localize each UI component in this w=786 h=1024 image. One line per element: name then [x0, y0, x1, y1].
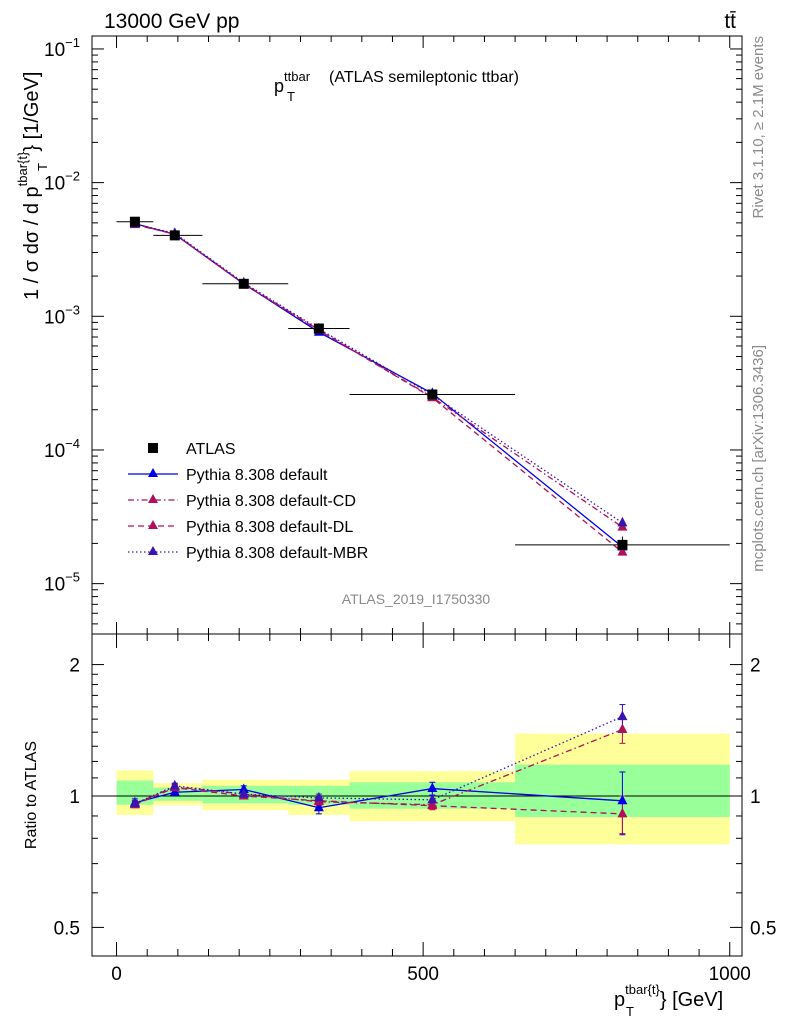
main-ytick-label: 10−5: [44, 570, 80, 596]
ratio-series-marker-2: [427, 799, 438, 810]
ratio-ytick-label-right: 2: [750, 656, 761, 677]
ratio-plot: 0.5 0.5 1 1 2 2 0 500 1000 Ratio to ATLAS ptbar…: [23, 633, 776, 1019]
data-point: [129, 216, 140, 227]
data-point: [169, 230, 180, 241]
ratio-xtick-label: 500: [407, 964, 439, 985]
ratio-series-marker-0: [427, 782, 438, 793]
ratio-ytick-label-left: 0.5: [54, 918, 80, 939]
ratio-xtick-label: 0: [111, 964, 122, 985]
process-label: tt̄: [724, 10, 736, 33]
legend-entry-default-mbr: Pythia 8.308 default-MBR: [128, 545, 368, 562]
ratio-frame: [91, 633, 743, 957]
mcplots-label: mcplots.cern.ch [arXiv:1306.3436]: [750, 345, 767, 572]
analysis-watermark: ATLAS_2019_I1750330: [342, 591, 491, 607]
ratio-series-marker-1: [617, 723, 628, 734]
ratio-series-line-2: [134, 786, 623, 815]
legend-entry-default-dl: Pythia 8.308 default-DL: [128, 519, 353, 536]
ratio-series-marker-3: [427, 793, 438, 804]
svg-text:T: T: [626, 1004, 634, 1019]
main-title: pttbar: [274, 69, 311, 96]
data-point: [238, 278, 249, 289]
data-point: [617, 539, 628, 550]
ratio-series-marker-3: [169, 779, 180, 790]
legend: ATLAS Pythia 8.308 default Pythia 8.308 …: [128, 441, 368, 562]
svg-text:Pythia 8.308 default-MBR: Pythia 8.308 default-MBR: [186, 545, 368, 562]
data-point: [313, 323, 324, 334]
ratio-series-marker-2: [617, 807, 628, 818]
main-ytick-label: 10−1: [44, 35, 80, 61]
main-ytick-label: 10−3: [44, 302, 80, 328]
ratio-series-marker-3: [617, 710, 628, 721]
main-series-marker-3: [617, 516, 628, 527]
rivet-label: Rivet 3.1.10, ≥ 2.1M events: [750, 36, 767, 219]
svg-text:T: T: [35, 163, 50, 171]
ratio-ytick-label-left: 1: [69, 787, 80, 808]
ratio-series-marker-0: [617, 794, 628, 805]
xlabel: ptbar{t}} [GeV] T: [614, 982, 723, 1019]
ratio-ytick-label-right: 1: [750, 787, 761, 808]
main-series-marker-2: [617, 546, 628, 556]
ratio-ytick-label-left: 2: [69, 656, 80, 677]
ratio-series-marker-3: [238, 788, 249, 798]
legend-entry-default-cd: Pythia 8.308 default-CD: [128, 493, 356, 510]
legend-entry-atlas: ATLAS: [148, 441, 236, 458]
data-point: [427, 389, 438, 400]
main-ytick-label: 10−2: [44, 169, 80, 195]
svg-text:ptbar{t}} [GeV]: ptbar{t}} [GeV]: [614, 982, 723, 1011]
main-ytick-label: 10−4: [44, 436, 80, 462]
svg-text:Pythia 8.308 default-DL: Pythia 8.308 default-DL: [186, 519, 353, 536]
ratio-ytick-label-right: 0.5: [750, 918, 776, 939]
svg-text:ATLAS: ATLAS: [186, 441, 236, 458]
main-ylabel: 1 / σ dσ / d ptbar{t}} [1/GeV] T: [15, 72, 50, 300]
ratio-series-marker-0: [313, 801, 324, 812]
main-series-line-2: [134, 224, 623, 553]
ratio-ylabel: Ratio to ATLAS: [23, 741, 40, 849]
svg-text:Pythia 8.308 default-CD: Pythia 8.308 default-CD: [186, 493, 356, 510]
main-title-sub: T: [287, 89, 295, 104]
ratio-series-marker-3: [313, 791, 324, 802]
ratio-series-marker-3: [129, 797, 140, 808]
ratio-xtick-label: 1000: [709, 964, 751, 985]
legend-entry-default: Pythia 8.308 default: [128, 467, 328, 484]
ratio-series-line-3: [134, 716, 623, 805]
svg-text:Pythia 8.308 default: Pythia 8.308 default: [186, 467, 328, 484]
svg-text:1 / σ dσ / d ptbar{t}} [1/GeV]: 1 / σ dσ / d ptbar{t}} [1/GeV]: [15, 72, 43, 300]
main-title-rest: (ATLAS semileptonic ttbar): [329, 69, 519, 86]
energy-label: 13000 GeV pp: [104, 10, 239, 33]
